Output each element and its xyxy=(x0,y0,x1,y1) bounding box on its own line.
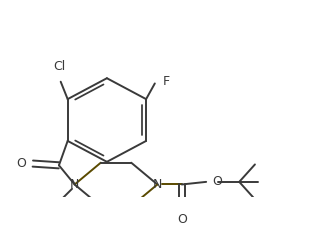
Text: O: O xyxy=(16,157,26,170)
Text: Cl: Cl xyxy=(54,60,66,73)
Text: O: O xyxy=(177,213,187,225)
Text: O: O xyxy=(212,175,222,188)
Text: F: F xyxy=(163,75,170,88)
Text: N: N xyxy=(70,178,79,191)
Text: N: N xyxy=(153,178,162,191)
